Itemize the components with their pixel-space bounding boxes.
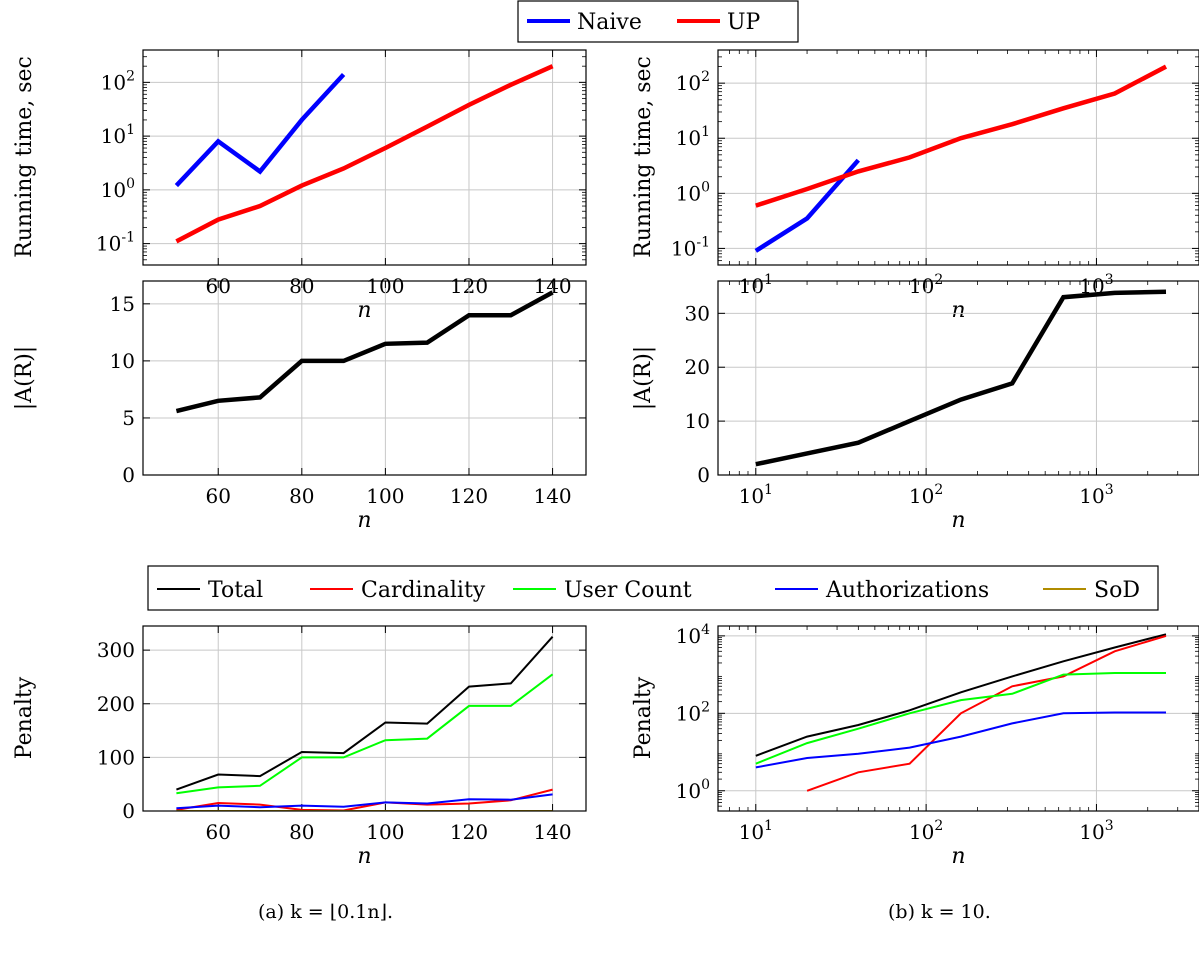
- y-axis-label: |A(R)|: [631, 346, 656, 410]
- plot-frame: [717, 280, 1199, 476]
- series-line-up: [755, 64, 1168, 208]
- chart-b-pen: 101 102 103 100 102 104 n Penalty: [631, 622, 1199, 869]
- y-tick-label: 200: [97, 692, 135, 716]
- series-line-a-r: [755, 289, 1167, 467]
- y-axis-label: Running time, sec: [631, 56, 656, 258]
- series-line-user-count: [176, 673, 554, 795]
- y-tick-label: 0: [697, 463, 710, 487]
- legend-cardinality-label: Cardinality: [361, 578, 486, 603]
- caption-b: (b) k = 10.: [888, 901, 991, 923]
- x-axis-label: n: [357, 844, 371, 869]
- y-tick-label: 100: [97, 745, 135, 769]
- x-axis-label: n: [357, 298, 371, 323]
- y-tick-label: 20: [685, 355, 710, 379]
- x-axis-label: n: [951, 844, 965, 869]
- y-tick-label: 10: [685, 409, 710, 433]
- legend-top: Naive UP: [517, 0, 799, 43]
- y-tick-label: 101: [676, 124, 710, 150]
- series-line-cardinality: [176, 788, 553, 811]
- y-tick-label: 0: [122, 463, 135, 487]
- x-tick-label: 140: [533, 484, 571, 508]
- series-line-authorizations: [176, 793, 553, 810]
- x-tick-label: 103: [1079, 818, 1113, 844]
- chart-a-pen: 60 80 100 120 140 0 100 200 300 n Penalty: [12, 625, 587, 869]
- caption-a: (a) k = ⌊0.1n⌋.: [258, 901, 393, 923]
- plot-frame: [717, 625, 1199, 812]
- x-tick-label: 120: [450, 820, 488, 844]
- series-line-user-count: [755, 672, 1166, 765]
- x-tick-label: 103: [1079, 482, 1113, 508]
- x-axis-label: n: [357, 508, 371, 533]
- series-line-total: [755, 633, 1167, 757]
- y-tick-label: 102: [676, 69, 710, 95]
- y-tick-label: 0: [122, 799, 135, 823]
- y-tick-label: 5: [122, 406, 135, 430]
- x-tick-label: 60: [205, 484, 230, 508]
- y-axis-label: Running time, sec: [12, 56, 37, 258]
- y-tick-label: 30: [685, 301, 710, 325]
- y-tick-label: 10-1: [671, 234, 710, 260]
- legend-up-label: UP: [727, 10, 761, 35]
- y-tick-label: 10-1: [96, 230, 135, 256]
- x-tick-label: 60: [205, 820, 230, 844]
- series-line-up: [175, 64, 554, 244]
- x-tick-label: 100: [366, 484, 404, 508]
- y-axis-label: Penalty: [631, 676, 656, 759]
- x-tick-label: 80: [289, 484, 314, 508]
- series-line-a-r: [175, 290, 554, 414]
- legend-user-count-label: User Count: [564, 578, 692, 603]
- x-tick-label: 120: [450, 484, 488, 508]
- x-tick-label: 102: [909, 818, 943, 844]
- y-tick-label: 100: [101, 176, 135, 202]
- y-tick-label: 15: [110, 292, 135, 316]
- legend-naive-label: Naive: [577, 10, 642, 35]
- series-line-authorizations: [755, 711, 1166, 769]
- x-tick-label: 100: [366, 820, 404, 844]
- x-tick-label: 101: [739, 818, 773, 844]
- y-axis-label: |A(R)|: [12, 346, 37, 410]
- legend-authorizations-label: Authorizations: [825, 578, 989, 603]
- x-tick-label: 101: [739, 482, 773, 508]
- x-axis-label: n: [951, 508, 965, 533]
- chart-a-ar: 60 80 100 120 140 0 5 10 15 n |A(R)|: [12, 280, 587, 533]
- x-tick-label: 140: [533, 820, 571, 844]
- y-tick-label: 102: [676, 699, 710, 725]
- plot-frame: [142, 49, 587, 266]
- chart-b-ar: 101 102 103 0 10 20 30 n |A(R)|: [631, 280, 1199, 533]
- y-axis-label: Penalty: [12, 676, 37, 759]
- y-tick-label: 300: [97, 638, 135, 662]
- x-axis-label: n: [951, 298, 965, 323]
- y-tick-label: 101: [101, 122, 135, 148]
- legend-bottom: Total Cardinality User Count Authorizati…: [147, 565, 1159, 611]
- x-tick-label: 102: [909, 482, 943, 508]
- plot-frame: [717, 49, 1199, 266]
- x-tick-label: 80: [289, 820, 314, 844]
- series-line-cardinality: [806, 634, 1167, 792]
- y-tick-label: 100: [676, 777, 710, 803]
- y-tick-label: 104: [676, 622, 710, 648]
- legend-sod-label: SoD: [1094, 578, 1140, 603]
- y-tick-label: 102: [101, 68, 135, 94]
- y-tick-label: 100: [676, 179, 710, 205]
- series-line-total: [176, 636, 554, 791]
- plot-frame: [142, 280, 587, 476]
- legend-total-label: Total: [208, 578, 263, 603]
- series-line-naive: [754, 158, 860, 253]
- series-line-naive: [174, 72, 346, 188]
- plot-frame: [142, 625, 587, 812]
- y-tick-label: 10: [110, 349, 135, 373]
